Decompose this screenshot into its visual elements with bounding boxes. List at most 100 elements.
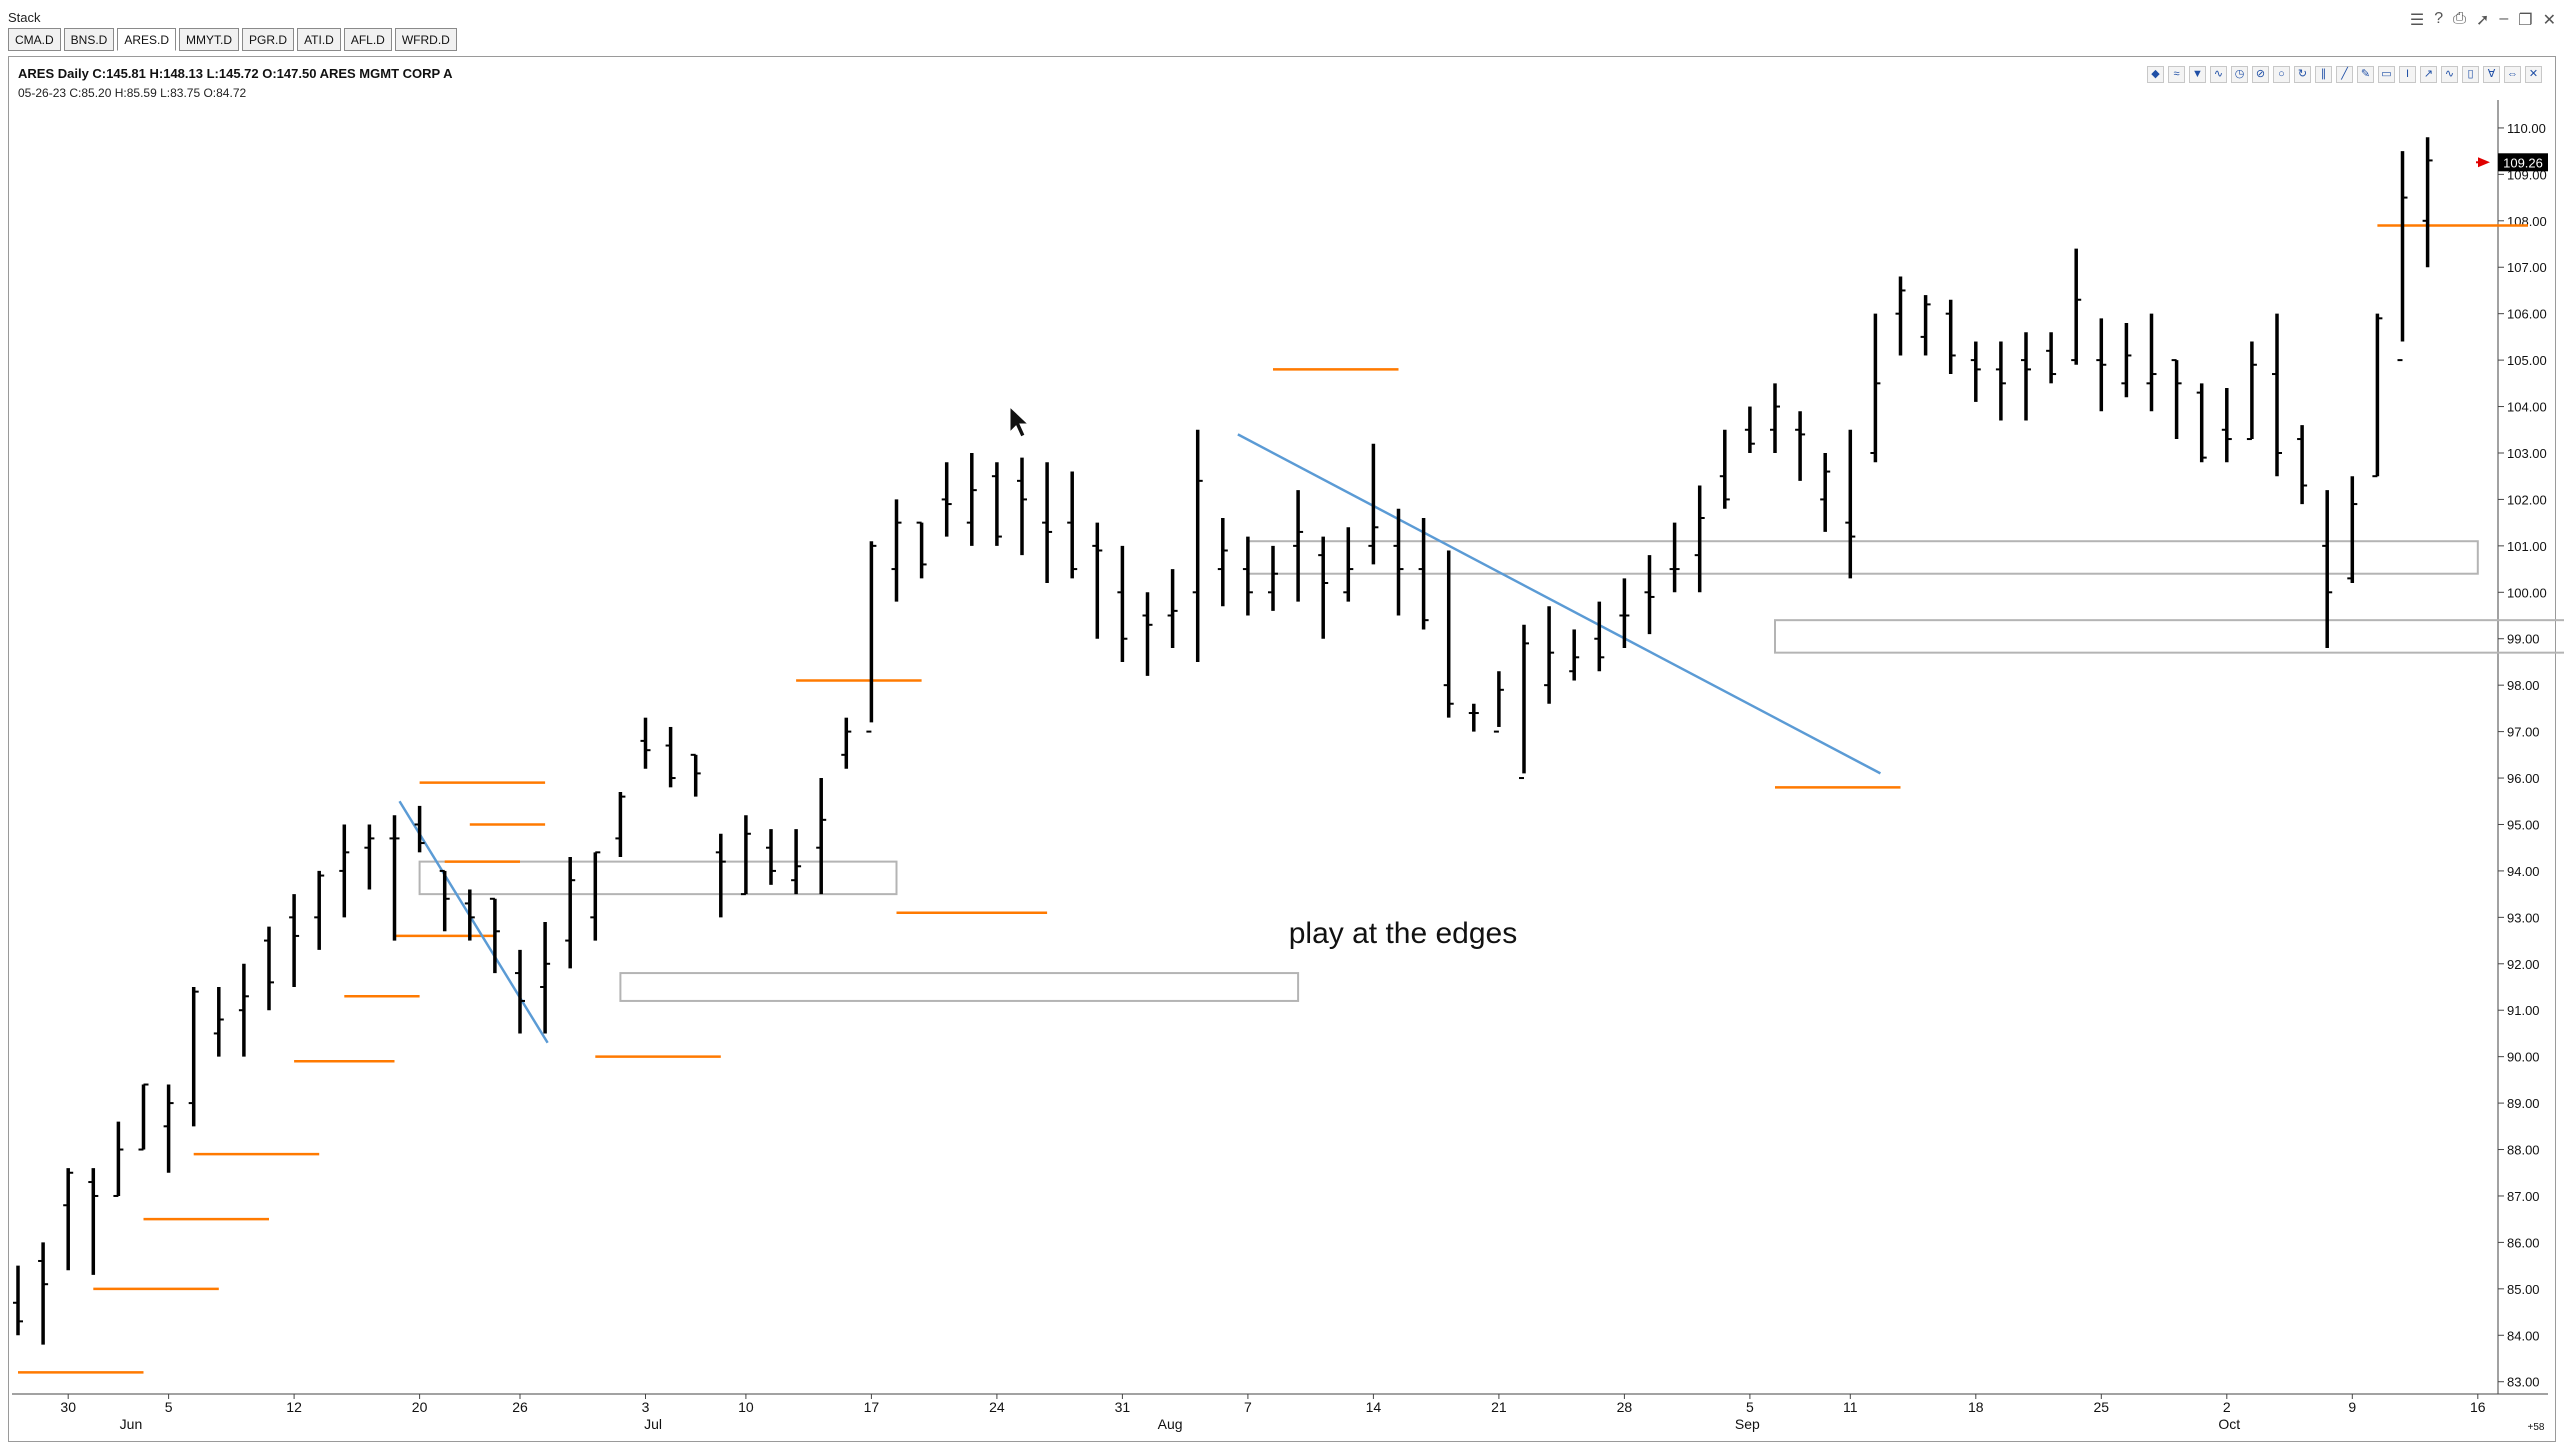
properties-icon[interactable]: ☰ <box>2409 12 2425 29</box>
symbol-tab-strip: CMA.D BNS.D ARES.D MMYT.D PGR.D ATI.D AFL.D WFR… <box>8 28 457 52</box>
symbol-tab[interactable]: ATI.D <box>297 28 341 51</box>
symbol-tab[interactable]: MMYT.D <box>179 28 240 51</box>
y-tick-label: 90.00 <box>2507 1050 2540 1065</box>
x-tick-label: 18 <box>1968 1399 1984 1415</box>
curve-icon[interactable]: ∿ <box>2210 66 2227 83</box>
print-icon[interactable]: ⎙ <box>2453 10 2466 27</box>
layers-icon[interactable]: ◆ <box>2147 66 2164 83</box>
x-tick-label: 2 <box>2223 1399 2231 1415</box>
minimize-icon[interactable]: – <box>2499 10 2509 27</box>
x-tick-label: 10 <box>738 1399 754 1415</box>
x-tick-label: 14 <box>1366 1399 1382 1415</box>
y-tick-label: 98.00 <box>2507 678 2540 693</box>
y-tick-label: 106.00 <box>2507 307 2547 322</box>
symbol-tab[interactable]: WFRD.D <box>394 28 457 51</box>
rectangle-icon[interactable]: ▭ <box>2378 66 2395 83</box>
y-tick-label: 87.00 <box>2507 1189 2540 1204</box>
y-tick-label: 88.00 <box>2507 1143 2540 1158</box>
trendline <box>1237 433 1882 775</box>
axis-corner-label: +58 <box>2528 1422 2545 1433</box>
x-tick-label: 12 <box>286 1399 302 1415</box>
symbol-tab[interactable]: BNS.D <box>63 28 115 51</box>
chart-header-cursor-quote: 05-26-23 C:85.20 H:85.59 L:83.75 O:84.72 <box>18 86 247 100</box>
x-tick-label: 9 <box>2348 1399 2356 1415</box>
waves-icon[interactable]: ≈ <box>2168 66 2185 83</box>
sparkline-icon[interactable]: ∿ <box>2441 66 2458 83</box>
window-title: Stack <box>8 10 41 25</box>
y-tick-label: 103.00 <box>2507 446 2547 461</box>
y-tick-label: 83.00 <box>2507 1375 2540 1390</box>
y-tick-label: 84.00 <box>2507 1328 2540 1343</box>
y-tick-label: 86.00 <box>2507 1235 2540 1250</box>
chart-annotation: play at the edges <box>1289 917 1518 950</box>
y-tick-label: 107.00 <box>2507 260 2547 275</box>
parallel-lines-icon[interactable]: ∥ <box>2315 66 2332 83</box>
y-tick-label: 89.00 <box>2507 1096 2540 1111</box>
x-tick-label: 17 <box>864 1399 880 1415</box>
last-price-label: 109.26 <box>2503 155 2543 170</box>
candle-icon[interactable]: ▯ <box>2462 66 2479 83</box>
x-tick-label: 11 <box>1843 1399 1858 1415</box>
x-tick-label: 25 <box>2094 1399 2110 1415</box>
close-chart-icon[interactable]: ✕ <box>2525 66 2542 83</box>
last-price-tag <box>2498 153 2548 172</box>
x-month-label: Aug <box>1158 1416 1183 1432</box>
help-icon[interactable]: ? <box>2434 10 2444 27</box>
window-controls: ☰ ? ⎙ ➚ – ❐ ✕ <box>2410 10 2556 30</box>
trend-icon[interactable]: ↗ <box>2420 66 2437 83</box>
symbol-tab[interactable]: AFL.D <box>343 28 392 51</box>
ruler-icon[interactable]: ╱ <box>2336 66 2353 83</box>
funnel-icon[interactable]: ▼ <box>2189 66 2206 83</box>
y-tick-label: 96.00 <box>2507 771 2540 786</box>
x-tick-label: 21 <box>1491 1399 1507 1415</box>
cycle-icon[interactable]: ↻ <box>2294 66 2311 83</box>
support-resistance-zone <box>619 972 1300 1002</box>
x-tick-label: 16 <box>2470 1399 2486 1415</box>
y-tick-label: 85.00 <box>2507 1282 2540 1297</box>
y-tick-label: 94.00 <box>2507 864 2540 879</box>
symbol-tab[interactable]: CMA.D <box>8 28 61 51</box>
no-entry-icon[interactable]: ⊘ <box>2252 66 2269 83</box>
x-tick-label: 5 <box>165 1399 173 1415</box>
x-month-label: Jul <box>644 1416 662 1432</box>
symbol-tab[interactable]: ARES.D <box>117 28 177 51</box>
fan-icon[interactable]: ∀ <box>2483 66 2500 83</box>
y-tick-label: 97.00 <box>2507 725 2540 740</box>
arrows-icon[interactable]: ⇔ <box>2504 66 2521 83</box>
y-tick-label: 101.00 <box>2507 539 2547 554</box>
y-tick-label: 102.00 <box>2507 492 2547 507</box>
clock-icon[interactable]: ◷ <box>2231 66 2248 83</box>
y-tick-label: 91.00 <box>2507 1003 2540 1018</box>
x-month-label: Jun <box>120 1416 143 1432</box>
y-tick-label: 110.00 <box>2507 121 2546 136</box>
y-tick-label: 95.00 <box>2507 817 2540 832</box>
support-resistance-zone <box>1774 619 2564 654</box>
mouse-cursor-icon <box>1009 405 1030 438</box>
close-icon[interactable]: ✕ <box>2542 12 2556 29</box>
chart-frame <box>8 56 2556 1442</box>
pin-icon[interactable]: ➚ <box>2475 12 2490 29</box>
x-tick-label: 3 <box>642 1399 650 1415</box>
x-month-label: Oct <box>2218 1416 2240 1432</box>
trendline <box>398 800 549 1044</box>
restore-icon[interactable]: ❐ <box>2518 12 2533 29</box>
y-tick-label: 92.00 <box>2507 957 2540 972</box>
x-tick-label: 26 <box>512 1399 528 1415</box>
x-tick-label: 30 <box>60 1399 76 1415</box>
support-resistance-zone <box>418 860 898 896</box>
x-tick-label: 31 <box>1115 1399 1131 1415</box>
drawing-toolbar: ◆ ≈ ▼ ∿ ◷ ⊘ ○ ↻ ∥ ╱ ✎ ▭ I ↗ ∿ ▯ ∀ ⇔ ✕ <box>2147 66 2542 83</box>
x-tick-label: 20 <box>412 1399 428 1415</box>
text-cursor-icon[interactable]: I <box>2399 66 2416 83</box>
y-tick-label: 100.00 <box>2507 585 2547 600</box>
x-tick-label: 28 <box>1617 1399 1633 1415</box>
symbol-tab[interactable]: PGR.D <box>242 28 295 51</box>
x-month-label: Sep <box>1735 1416 1760 1432</box>
y-tick-label: 105.00 <box>2507 353 2547 368</box>
circle-icon[interactable]: ○ <box>2273 66 2290 83</box>
x-tick-label: 5 <box>1746 1399 1754 1415</box>
support-resistance-zone <box>1246 540 2479 575</box>
y-tick-label: 93.00 <box>2507 910 2540 925</box>
pencil-icon[interactable]: ✎ <box>2357 66 2374 83</box>
